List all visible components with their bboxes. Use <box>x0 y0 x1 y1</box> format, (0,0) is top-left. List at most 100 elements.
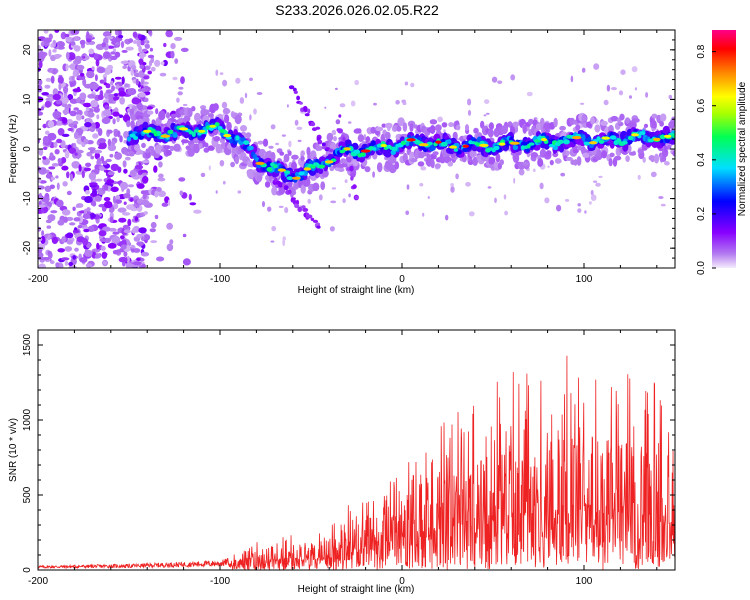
spectrogram-cell-1270 <box>234 114 242 125</box>
spectrogram-cell-838 <box>134 164 144 170</box>
spectrogram-cell-525 <box>50 176 56 181</box>
spectrogram-cell-561 <box>91 66 95 71</box>
spectrogram-cell-46 <box>90 155 95 160</box>
spectrogram-cell-1027 <box>215 190 218 194</box>
spectrogram-cell-1766 <box>594 124 601 133</box>
spectrogram-cell-896 <box>94 195 102 202</box>
spectrogram-cell-2656 <box>557 139 564 144</box>
spectrogram-cell-860 <box>72 206 76 211</box>
spectrogram-cell-922 <box>395 100 400 105</box>
spectrogram-cell-920 <box>215 69 219 76</box>
spectrogram-cell-371 <box>155 108 159 115</box>
spectrogram-cell-1808 <box>625 117 630 124</box>
spectrogram-cell-793 <box>141 48 148 53</box>
spectrogram-cell-750 <box>83 138 89 145</box>
spectrogram-cell-1023 <box>222 79 228 87</box>
spectrogram-cell-873 <box>74 152 78 156</box>
spectrogram-cell-98 <box>169 239 174 245</box>
spectrogram-cell-1077 <box>249 114 252 121</box>
spectrogram-cell-1074 <box>593 63 600 70</box>
spectrogram-cell-908 <box>491 76 498 83</box>
spectrogram-cell-722 <box>103 77 107 84</box>
spectrogram-cell-1320 <box>270 151 276 162</box>
spectrogram-cell-894 <box>106 179 115 184</box>
spectrogram-cell-2578 <box>223 130 228 136</box>
spectrogram-cell-1468 <box>381 123 387 128</box>
spectrogram-cell-2689 <box>277 168 286 172</box>
spectrogram-cell-708 <box>140 236 145 241</box>
spectrogram-cell-398 <box>138 58 144 65</box>
spectrogram-cell-50 <box>45 130 50 135</box>
snr-ticks: -200 -100 0 100 1500 1000 500 0 <box>22 329 675 587</box>
spectrogram-cell-851 <box>98 230 107 237</box>
spectrogram-cell-182 <box>66 239 74 245</box>
spectrogram-cell-1032 <box>497 80 503 84</box>
spectrogram-cell-665 <box>142 175 149 184</box>
spectrogram-cell-2641 <box>493 145 500 151</box>
spectrogram-ytick-label-0: 20 <box>22 44 33 56</box>
spectrogram-cell-1555 <box>441 122 448 128</box>
spectrogram-cell-1094 <box>278 205 284 208</box>
spectrogram-cell-998 <box>160 61 165 66</box>
spectrogram-cell-2707 <box>601 136 610 140</box>
spectrogram-cell-2657 <box>563 139 570 145</box>
spectrogram-cell-1853 <box>659 120 664 127</box>
spectrogram-cell-1083 <box>526 91 533 97</box>
spectrogram-cell-1368 <box>306 146 311 156</box>
spectrogram-cell-631 <box>109 216 114 223</box>
spectrogram-cell-1029 <box>510 74 516 81</box>
spectrogram-cell-273 <box>95 178 103 182</box>
spectrogram-cell-1407 <box>333 136 337 142</box>
spectrogram-cell-2491 <box>552 145 559 151</box>
spectrogram-cell-677 <box>138 92 146 98</box>
spectrogram-cell-792 <box>113 131 119 138</box>
spectrogram-cell-1213 <box>193 143 200 154</box>
spectrogram-cell-595 <box>123 193 131 199</box>
spectrogram-cell-1156 <box>151 119 156 125</box>
spectrogram-cell-892 <box>75 204 80 208</box>
spectrogram-cell-1473 <box>380 133 386 144</box>
spectrogram-ylabel: Frequency (Hz) <box>8 115 19 184</box>
spectrogram-cell-324 <box>92 133 99 139</box>
spectrogram-cell-139 <box>102 160 108 166</box>
spectrogram-cell-1019 <box>297 139 302 143</box>
spectrogram-cell-2678 <box>659 134 666 140</box>
spectrogram-cell-700 <box>118 90 127 97</box>
spectrogram-cell-2669 <box>621 141 628 145</box>
spectrogram-cell-1112 <box>235 77 241 84</box>
spectrogram-cell-797 <box>107 171 115 176</box>
spectrogram-cell-2704 <box>540 138 548 142</box>
spectrogram-cell-952 <box>547 165 550 168</box>
spectrogram-cell-2400 <box>370 140 376 147</box>
spectrogram-cell-1627 <box>493 161 500 169</box>
spectrogram-cell-1888 <box>315 126 321 130</box>
spectrogram-cell-967 <box>344 179 348 184</box>
spectrogram-cell-835 <box>55 262 60 268</box>
spectrogram-cell-994 <box>593 180 598 183</box>
spectrogram-cell-1537 <box>429 125 436 134</box>
spectrogram-cell-1467 <box>375 126 384 132</box>
spectrogram-cell-1021 <box>281 134 286 137</box>
spectrogram-cell-840 <box>103 201 113 209</box>
spectrogram-cell-438 <box>54 149 60 155</box>
spectrogram-cell-1085 <box>167 199 171 206</box>
spectrogram-cell-766 <box>102 226 111 232</box>
spectrogram-cell-2446 <box>462 147 469 152</box>
spectrogram-cell-1055 <box>634 87 638 91</box>
spectrogram-cell-871 <box>38 247 43 254</box>
snr-ytick-label-2: 500 <box>22 486 33 503</box>
spectrogram-cell-1049 <box>401 99 407 104</box>
spectrogram-cell-481 <box>86 207 91 212</box>
spectrogram-cell-1414 <box>340 158 346 164</box>
spectrogram-cell-263 <box>54 30 60 33</box>
spectrogram-cell-694 <box>145 86 151 92</box>
spectrogram-cell-800 <box>84 196 93 203</box>
spectrogram-cell-1133 <box>134 144 141 151</box>
spectrogram-cell-31 <box>67 94 74 101</box>
spectrogram-cell-798 <box>79 92 87 101</box>
spectrogram-cell-140 <box>48 49 52 57</box>
spectrogram-cell-546 <box>154 214 159 220</box>
spectrogram-cell-1511 <box>409 123 414 132</box>
spectrogram-cell-917 <box>158 173 164 179</box>
spectrogram-cell-1924 <box>316 225 321 229</box>
